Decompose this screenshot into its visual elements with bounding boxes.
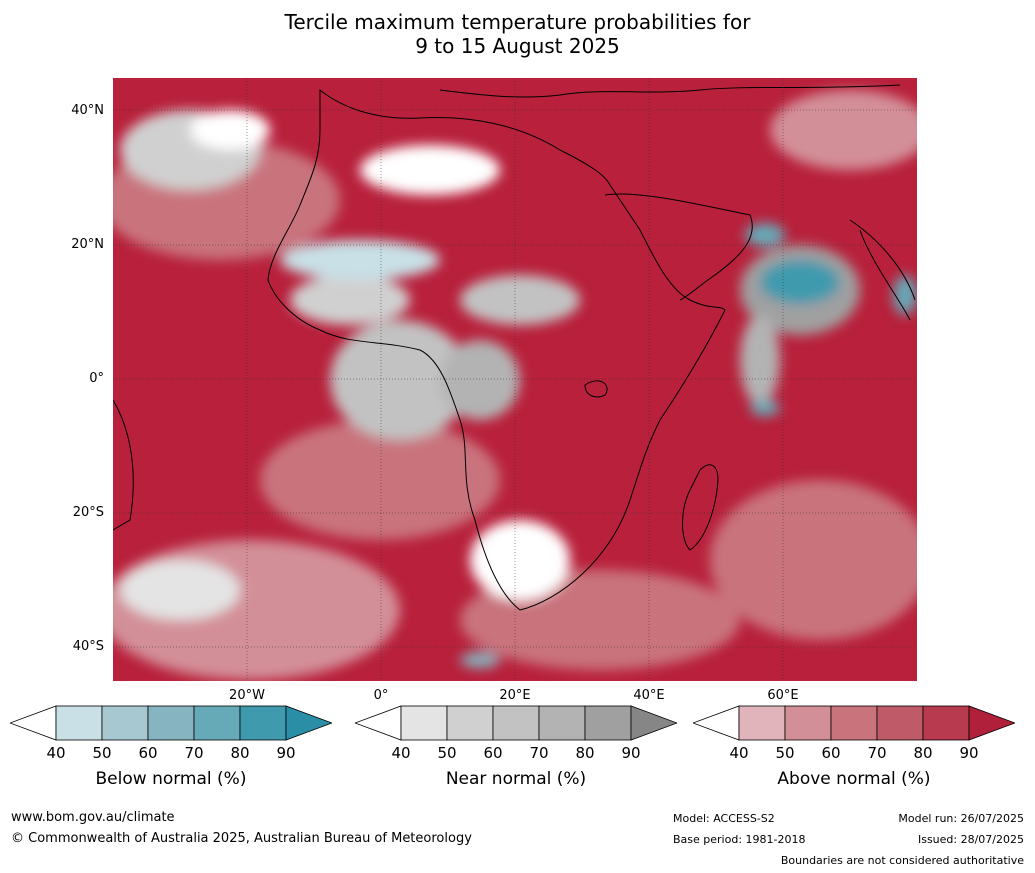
colorbar-tick-label: 70 bbox=[867, 744, 887, 762]
colorbar-segment bbox=[876, 705, 924, 741]
copyright-text: © Commonwealth of Australia 2025, Austra… bbox=[11, 831, 472, 846]
colorbar-near-normal bbox=[355, 705, 677, 741]
colorbar-tick-label: 80 bbox=[230, 744, 250, 762]
colorbar-above-normal bbox=[693, 705, 1015, 741]
colorbar-segment bbox=[492, 705, 540, 741]
lon-label-20e: 20°E bbox=[499, 688, 531, 703]
boundaries-disclaimer: Boundaries are not considered authoritat… bbox=[780, 854, 1024, 867]
colorbar-segment bbox=[55, 705, 103, 741]
madagascar-outline bbox=[682, 464, 719, 551]
colorbar-tick-label: 40 bbox=[46, 744, 66, 762]
colorbar-segment bbox=[193, 705, 241, 741]
colorbar-segment bbox=[446, 705, 494, 741]
base-period: Base period: 1981-2018 bbox=[673, 833, 806, 846]
model-name: Model: ACCESS-S2 bbox=[673, 812, 775, 825]
colorbar-segment bbox=[584, 705, 632, 741]
europe-outline bbox=[439, 84, 901, 98]
lat-label-40s: 40°S bbox=[72, 639, 104, 654]
colorbar-tick-label: 70 bbox=[184, 744, 204, 762]
india-outline bbox=[849, 219, 916, 321]
colorbar-segment bbox=[239, 705, 287, 741]
lon-label-0: 0° bbox=[373, 688, 389, 703]
colorbar-tick-label: 80 bbox=[575, 744, 595, 762]
colorbar-low-arrow bbox=[10, 705, 57, 741]
colorbar-low-arrow bbox=[355, 705, 402, 741]
colorbar-low-arrow bbox=[693, 705, 740, 741]
colorbar-segment bbox=[147, 705, 195, 741]
colorbar-tick-label: 50 bbox=[92, 744, 112, 762]
lat-label-40n: 40°N bbox=[71, 103, 104, 118]
colorbar-segment bbox=[922, 705, 970, 741]
colorbar-segment bbox=[101, 705, 149, 741]
colorbar-tick-label: 50 bbox=[437, 744, 457, 762]
colorbar-segment bbox=[784, 705, 832, 741]
colorbar-segment bbox=[738, 705, 786, 741]
lat-label-0: 0° bbox=[89, 371, 104, 386]
lon-label-60e: 60°E bbox=[767, 688, 799, 703]
model-run-date: Model run: 26/07/2025 bbox=[898, 812, 1024, 825]
south-america-outline bbox=[113, 399, 134, 531]
colorbar-tick-label: 90 bbox=[959, 744, 979, 762]
colorbar-tick-label: 60 bbox=[821, 744, 841, 762]
colorbar-below-normal bbox=[10, 705, 332, 741]
colorbar-tick-label: 90 bbox=[276, 744, 296, 762]
colorbar-tick-label: 50 bbox=[775, 744, 795, 762]
colorbar-tick-label: 90 bbox=[621, 744, 641, 762]
colorbar-below-normal-label: Below normal (%) bbox=[95, 769, 247, 789]
colorbar-tick-label: 40 bbox=[729, 744, 749, 762]
colorbar-tick-label: 60 bbox=[483, 744, 503, 762]
lat-label-20n: 20°N bbox=[71, 237, 104, 252]
colorbar-segment bbox=[538, 705, 586, 741]
map-title-line1: Tercile maximum temperature probabilitie… bbox=[284, 10, 751, 34]
lon-label-40e: 40°E bbox=[633, 688, 665, 703]
colorbar-high-arrow bbox=[968, 705, 1015, 741]
arabia-outline bbox=[604, 193, 753, 301]
colorbar-high-arrow bbox=[630, 705, 677, 741]
colorbar-tick-label: 70 bbox=[529, 744, 549, 762]
colorbar-near-normal-label: Near normal (%) bbox=[445, 769, 587, 789]
issued-date: Issued: 28/07/2025 bbox=[917, 833, 1024, 846]
map-area bbox=[113, 78, 917, 681]
lat-label-20s: 20°S bbox=[72, 505, 104, 520]
bom-url-link[interactable]: www.bom.gov.au/climate bbox=[11, 810, 175, 825]
colorbar-tick-label: 80 bbox=[913, 744, 933, 762]
lake-victoria-outline bbox=[584, 380, 608, 398]
colorbar-segment bbox=[830, 705, 878, 741]
graticule bbox=[113, 78, 917, 681]
colorbar-tick-label: 60 bbox=[138, 744, 158, 762]
africa-outline bbox=[267, 88, 726, 611]
lon-label-20w: 20°W bbox=[229, 688, 265, 703]
colorbar-above-normal-label: Above normal (%) bbox=[777, 769, 931, 789]
map-title-line2: 9 to 15 August 2025 bbox=[415, 34, 620, 58]
colorbar-segment bbox=[400, 705, 448, 741]
colorbar-tick-label: 40 bbox=[391, 744, 411, 762]
colorbar-high-arrow bbox=[285, 705, 332, 741]
